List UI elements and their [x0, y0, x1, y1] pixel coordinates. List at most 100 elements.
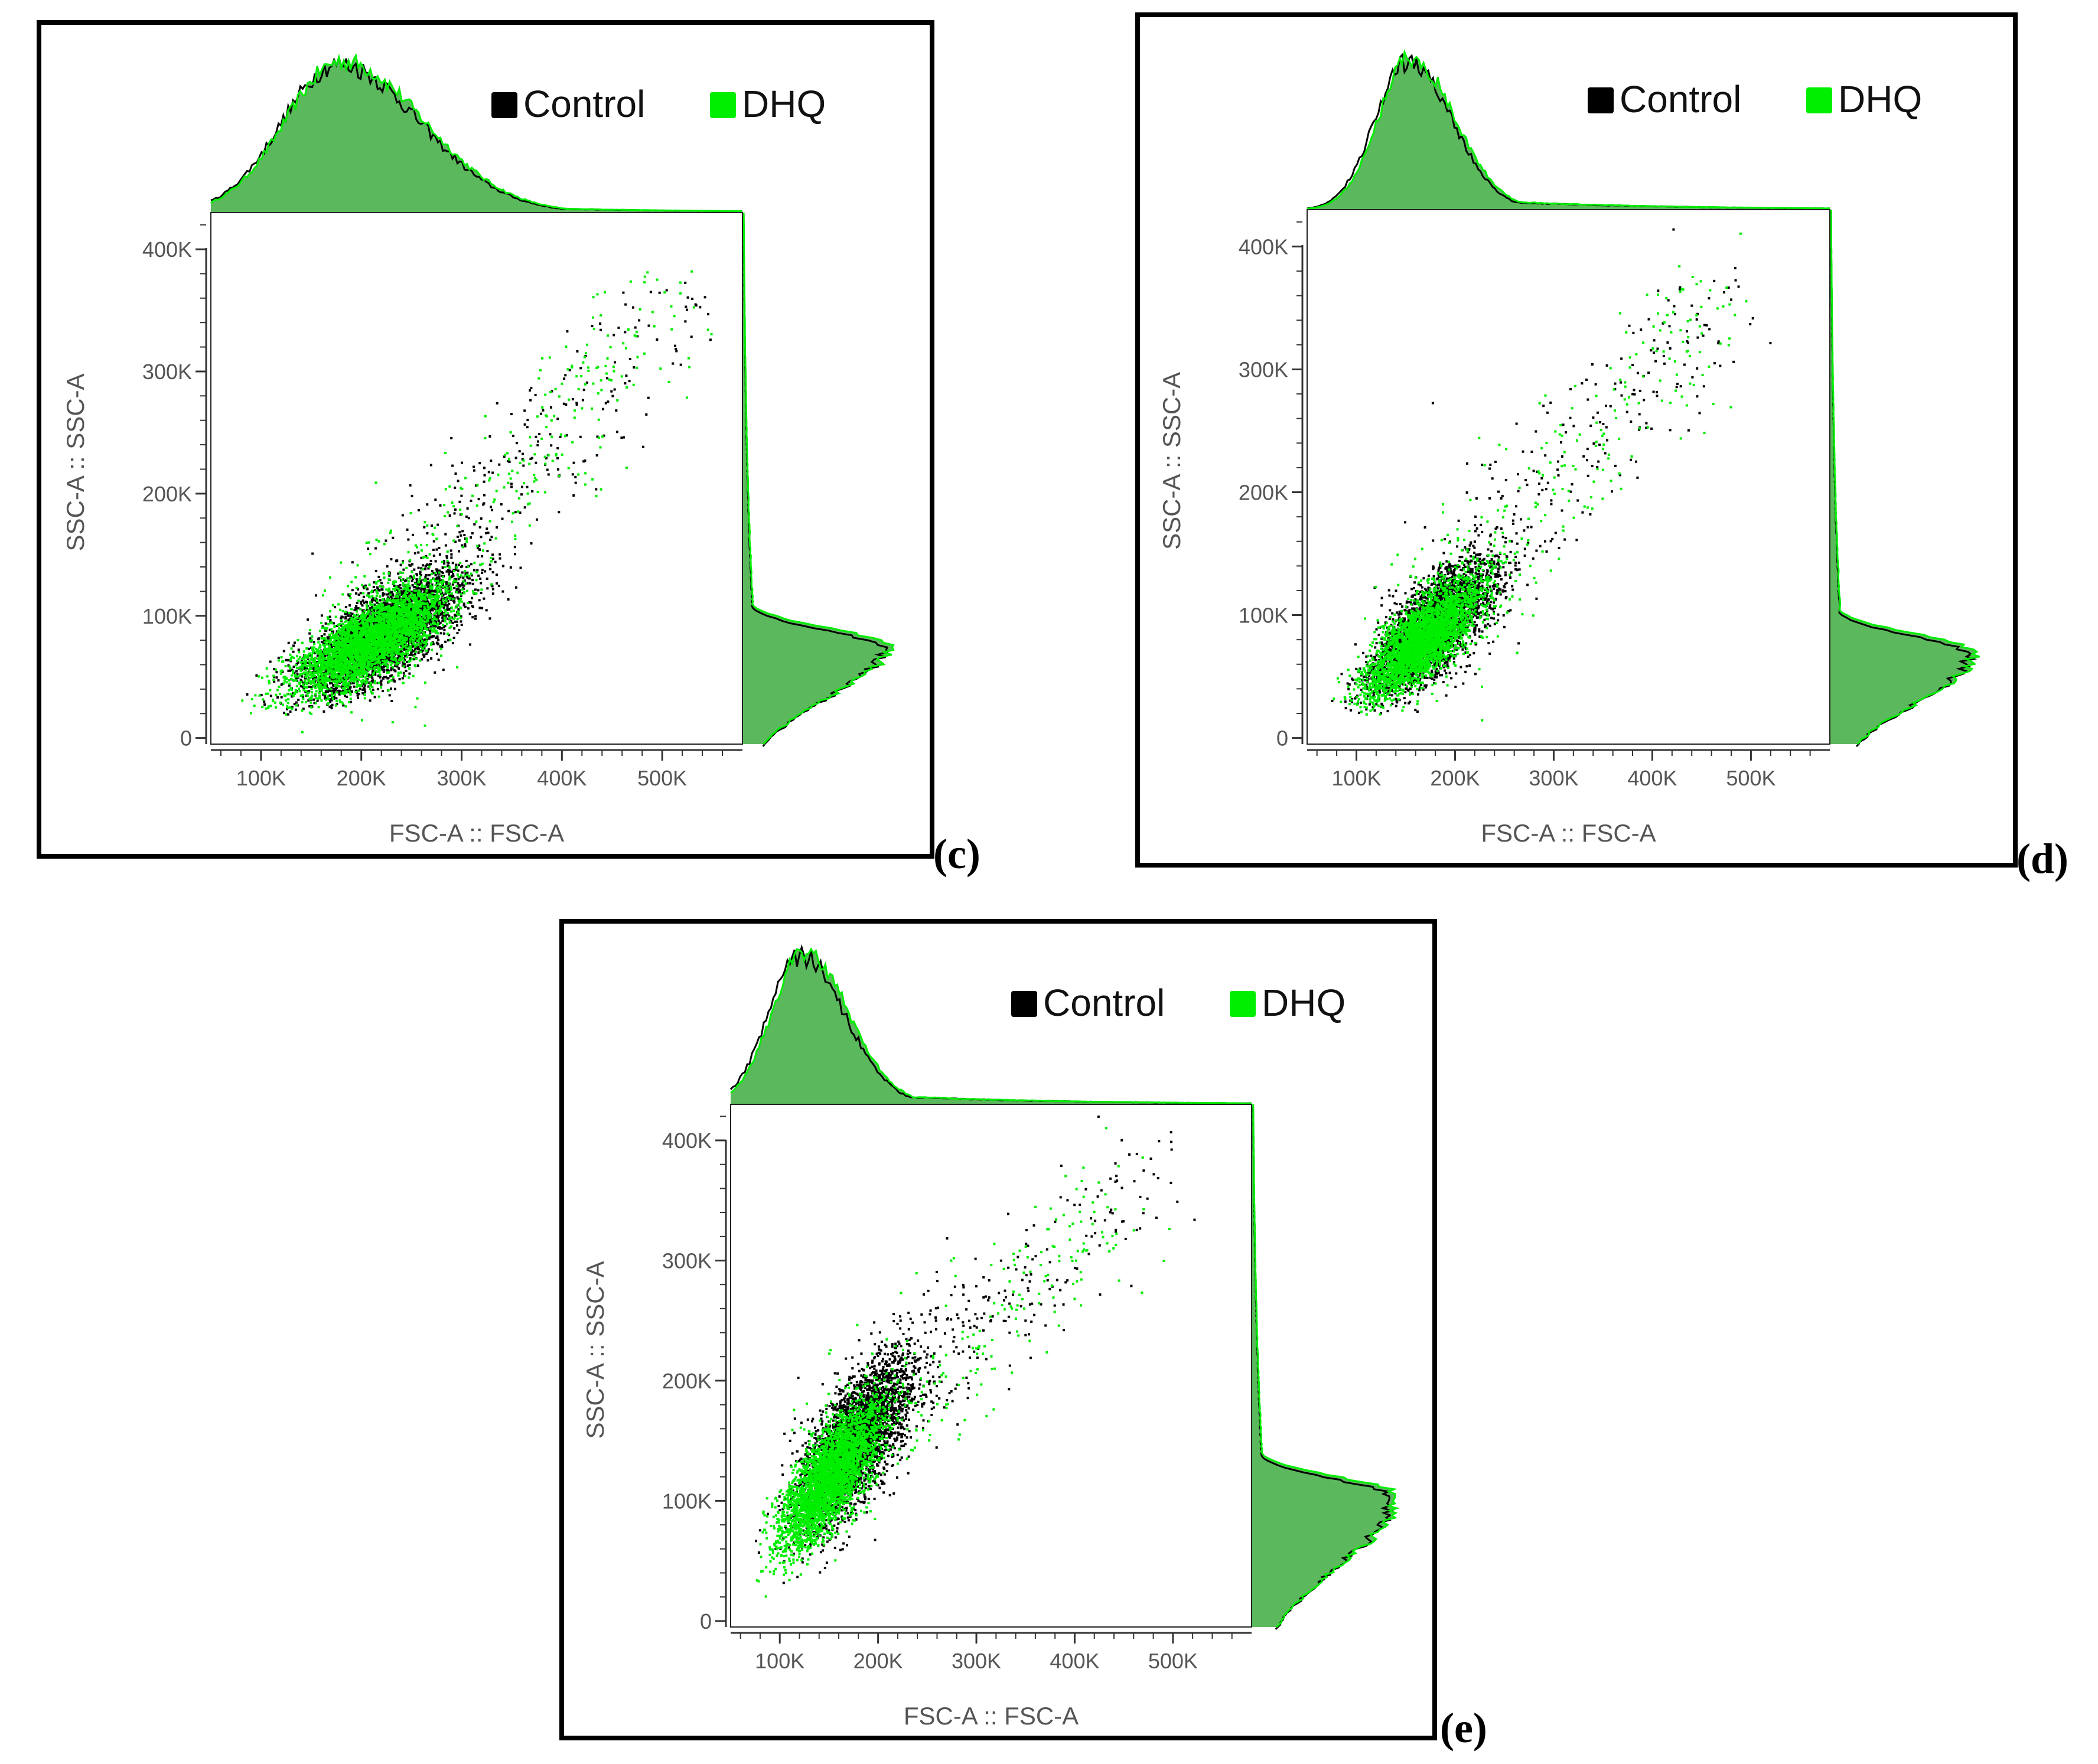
plot-area: [210, 212, 743, 745]
control-point: [390, 687, 392, 690]
control-point: [421, 658, 423, 661]
scatter-points: [241, 270, 713, 733]
control-point: [434, 589, 437, 592]
control-point: [408, 654, 411, 656]
control-point: [460, 620, 462, 623]
control-point: [507, 598, 510, 601]
control-point: [328, 698, 331, 701]
control-point: [494, 560, 497, 563]
dhq-point: [480, 588, 483, 591]
control-point: [514, 586, 517, 589]
control-point: [438, 577, 441, 580]
control-point: [523, 409, 526, 412]
dhq-point: [374, 680, 376, 682]
control-point: [452, 599, 455, 602]
dhq-point: [329, 687, 332, 690]
control-point: [435, 578, 438, 581]
control-point: [328, 615, 331, 618]
control-point: [275, 676, 278, 679]
control-point: [423, 638, 426, 641]
control-point: [338, 693, 341, 696]
control-point: [445, 570, 448, 573]
control-point: [471, 596, 474, 599]
control-point: [441, 644, 443, 647]
control-point: [448, 614, 451, 617]
control-point: [269, 694, 272, 697]
control-point: [382, 669, 385, 671]
control-point: [371, 677, 374, 680]
control-point: [283, 712, 285, 715]
control-point: [686, 308, 689, 311]
dhq-point: [276, 689, 279, 692]
dhq-point: [419, 650, 422, 653]
control-point: [523, 506, 526, 509]
control-point: [403, 654, 406, 657]
control-point: [303, 682, 306, 684]
control-point: [360, 602, 363, 605]
control-point: [478, 462, 481, 465]
control-point: [409, 598, 412, 601]
control-point: [491, 585, 494, 588]
control-point: [435, 604, 438, 607]
control-point: [320, 614, 323, 617]
control-point: [344, 605, 347, 608]
control-point: [309, 637, 312, 640]
control-point: [362, 595, 365, 598]
control-point: [665, 289, 668, 292]
control-point: [436, 617, 439, 619]
control-point: [436, 615, 439, 618]
control-point: [348, 595, 351, 598]
control-point: [370, 609, 373, 612]
control-point: [488, 435, 491, 438]
control-point: [329, 672, 331, 675]
control-point: [390, 700, 393, 702]
control-point: [292, 650, 295, 653]
control-point: [526, 419, 529, 422]
control-point: [372, 669, 374, 671]
control-point: [385, 676, 387, 679]
control-point: [325, 629, 328, 632]
control-point: [384, 602, 386, 605]
control-point: [386, 565, 389, 568]
control-point: [440, 570, 443, 573]
control-point: [474, 617, 477, 620]
control-point: [383, 605, 386, 608]
control-point: [456, 536, 459, 539]
control-point: [297, 699, 300, 701]
control-point: [377, 674, 380, 677]
control-point: [450, 570, 453, 573]
control-point: [389, 656, 392, 658]
control-point: [452, 572, 454, 575]
control-point: [513, 546, 516, 549]
control-point: [406, 660, 409, 663]
dhq-point: [459, 562, 462, 565]
control-point: [315, 594, 317, 597]
control-point: [409, 564, 412, 567]
control-point: [467, 607, 470, 610]
control-point: [447, 617, 449, 620]
control-point: [620, 436, 623, 439]
control-point: [519, 566, 522, 569]
control-point: [622, 291, 625, 294]
control-point: [321, 625, 324, 628]
control-point: [462, 576, 465, 579]
control-point: [469, 582, 471, 585]
control-point: [448, 602, 451, 605]
control-point: [435, 582, 438, 585]
control-point: [473, 465, 475, 468]
control-point: [448, 595, 451, 598]
control-point: [305, 667, 308, 670]
control-point: [366, 608, 369, 611]
control-point: [308, 686, 311, 688]
control-point: [498, 463, 501, 466]
dhq-point: [344, 705, 347, 708]
control-point: [392, 604, 395, 607]
control-point: [409, 653, 412, 656]
dhq-point: [291, 707, 294, 710]
control-point: [556, 418, 559, 420]
control-point: [461, 461, 463, 464]
control-point: [414, 648, 417, 651]
control-point: [302, 707, 305, 710]
control-point: [444, 544, 447, 547]
